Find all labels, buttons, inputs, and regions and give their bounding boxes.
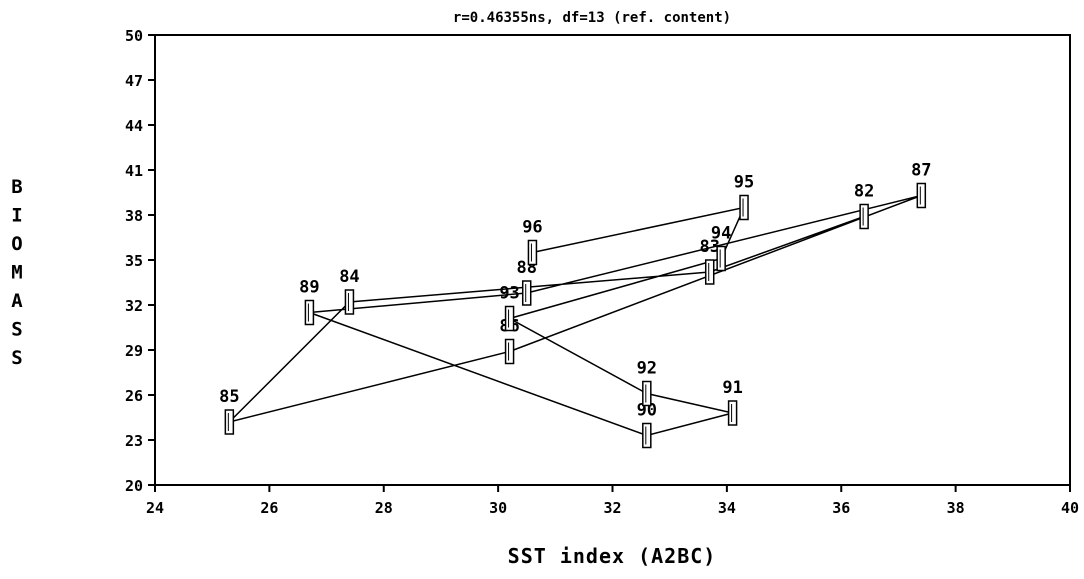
data-point-marker xyxy=(916,182,927,209)
data-point-label: 83 xyxy=(699,237,719,257)
x-tick-label: 28 xyxy=(375,499,393,517)
data-points: 828384858687888990919293949596 xyxy=(219,161,932,449)
data-point-label: 91 xyxy=(722,378,742,398)
data-point-marker xyxy=(704,259,715,285)
y-tick-label: 44 xyxy=(125,117,143,135)
data-point-label: 94 xyxy=(711,224,731,244)
y-tick-label: 20 xyxy=(125,477,143,495)
data-point-label: 85 xyxy=(219,387,239,407)
data-point-label: 90 xyxy=(637,401,657,421)
connecting-lines xyxy=(226,194,922,437)
x-tick-label: 36 xyxy=(832,499,850,517)
y-axis-label-letter: M xyxy=(11,262,22,284)
y-axis-label-letter: I xyxy=(11,205,22,227)
y-tick-label: 50 xyxy=(125,27,143,45)
data-point-label: 82 xyxy=(854,182,874,202)
y-tick-label: 41 xyxy=(125,162,143,180)
data-point-marker xyxy=(304,299,315,326)
x-axis-ticks: 24 26 28 30 32 34 36 38 40 xyxy=(146,485,1079,517)
y-tick-label: 35 xyxy=(125,252,143,270)
x-tick-label: 30 xyxy=(489,499,507,517)
x-tick-label: 32 xyxy=(603,499,621,517)
data-point-marker xyxy=(521,280,532,306)
data-point-label: 89 xyxy=(299,278,319,298)
series-line xyxy=(226,194,922,437)
y-axis-label-letter: O xyxy=(11,233,22,255)
y-axis-label-letter: S xyxy=(11,319,22,341)
x-tick-label: 24 xyxy=(146,499,164,517)
data-point-marker xyxy=(504,305,515,332)
data-point-label: 95 xyxy=(734,173,754,193)
x-axis-label: SST index (A2BC) xyxy=(508,544,717,568)
data-point-label: 84 xyxy=(339,267,359,287)
data-point-label: 96 xyxy=(522,218,542,238)
data-point-marker xyxy=(727,400,738,426)
data-point-marker xyxy=(716,245,726,272)
data-point-marker xyxy=(224,409,235,435)
data-point-label: 92 xyxy=(637,359,657,379)
y-axis-label-letter: S xyxy=(11,347,22,369)
plot-area-frame xyxy=(154,34,1071,486)
y-tick-label: 38 xyxy=(125,207,143,225)
y-tick-label: 32 xyxy=(125,297,143,315)
x-tick-label: 40 xyxy=(1061,499,1079,517)
x-tick-label: 26 xyxy=(260,499,278,517)
x-tick-label: 38 xyxy=(947,499,965,517)
data-point-marker xyxy=(859,203,869,230)
data-point-marker xyxy=(642,380,652,407)
y-axis-label-letter: A xyxy=(11,290,23,312)
y-tick-label: 29 xyxy=(125,342,143,360)
data-point-marker xyxy=(344,289,355,315)
y-tick-label: 47 xyxy=(125,72,143,90)
data-point-label: 87 xyxy=(911,161,931,181)
data-point-marker xyxy=(642,422,652,449)
y-tick-label: 26 xyxy=(125,387,143,405)
chart-title: r=0.46355ns, df=13 (ref. content) xyxy=(453,10,731,26)
data-point-marker xyxy=(739,194,749,221)
data-point-marker xyxy=(504,338,515,365)
y-tick-label: 23 xyxy=(125,432,143,450)
data-point-marker xyxy=(527,239,538,266)
y-axis-label-letter: B xyxy=(11,176,22,198)
x-tick-label: 34 xyxy=(718,499,736,517)
y-axis-ticks: 20 23 26 29 32 35 38 41 44 47 50 xyxy=(125,27,155,495)
data-point-label: 93 xyxy=(499,284,519,304)
